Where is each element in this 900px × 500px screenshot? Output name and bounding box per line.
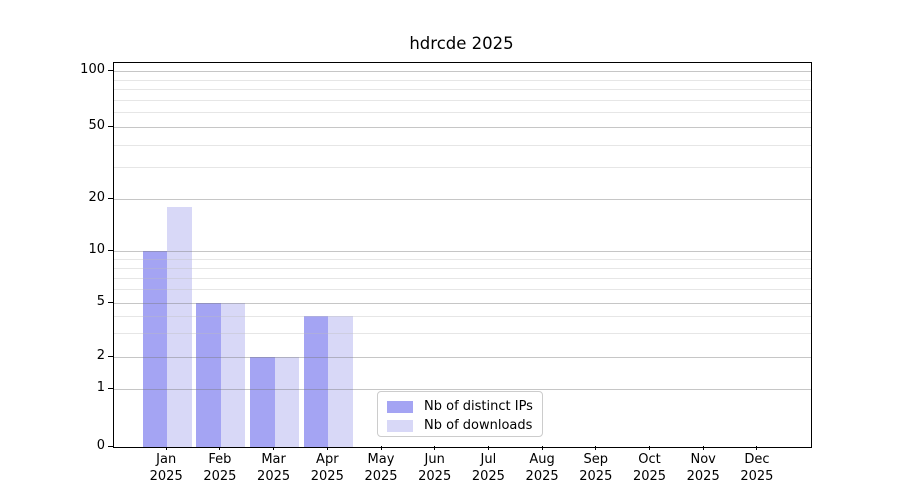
x-tick-feb xyxy=(219,446,221,450)
gridline-minor-9 xyxy=(114,258,811,260)
legend-label-ips: Nb of distinct IPs xyxy=(424,399,533,414)
x-tick-label-oct: Oct 2025 xyxy=(632,452,667,484)
gridline-minor-6 xyxy=(114,289,811,291)
x-tick-label-mar: Mar 2025 xyxy=(257,452,291,484)
legend-item-downloads: Nb of downloads xyxy=(378,417,542,434)
y-tick-label-100: 100 xyxy=(80,62,105,77)
y-tick-10 xyxy=(108,250,113,251)
y-tick-label-5: 5 xyxy=(96,294,105,309)
x-tick-label-jul: Jul 2025 xyxy=(471,452,505,484)
y-tick-2 xyxy=(108,356,113,357)
bar-downloads-mar xyxy=(274,357,300,447)
gridline-major-2 xyxy=(114,357,811,358)
y-tick-1 xyxy=(108,388,113,389)
y-tick-label-20: 20 xyxy=(88,190,105,205)
y-tick-5 xyxy=(108,302,113,303)
y-tick-100 xyxy=(108,70,113,71)
bar-ips-apr xyxy=(303,316,329,447)
gridline-major-10 xyxy=(114,251,811,252)
gridline-minor-60 xyxy=(114,112,811,114)
x-tick-label-apr: Apr 2025 xyxy=(310,452,344,484)
bar-ips-feb xyxy=(196,303,221,447)
x-tick-nov xyxy=(702,446,704,450)
x-tick-mar xyxy=(273,446,275,450)
y-tick-label-1: 1 xyxy=(96,380,105,395)
gridline-minor-30 xyxy=(114,167,811,169)
bar-downloads-apr xyxy=(328,316,353,447)
gridline-major-100 xyxy=(114,71,811,72)
x-tick-label-jun: Jun 2025 xyxy=(418,452,452,484)
x-tick-label-dec: Dec 2025 xyxy=(740,452,774,484)
legend-swatch-downloads xyxy=(387,419,413,432)
x-tick-jan xyxy=(165,446,167,450)
gridline-minor-8 xyxy=(114,267,811,269)
y-tick-label-50: 50 xyxy=(88,118,105,133)
gridline-major-5 xyxy=(114,303,811,304)
x-tick-label-jan: Jan 2025 xyxy=(149,452,183,484)
y-tick-20 xyxy=(108,198,113,199)
plot-area xyxy=(113,62,812,448)
gridline-minor-3 xyxy=(114,333,811,335)
bar-downloads-jan xyxy=(167,206,192,447)
legend-item-distinct-ips: Nb of distinct IPs xyxy=(378,398,542,415)
y-tick-label-2: 2 xyxy=(96,348,105,363)
gridline-minor-4 xyxy=(114,316,811,318)
x-tick-label-feb: Feb 2025 xyxy=(203,452,237,484)
gridline-minor-40 xyxy=(114,144,811,146)
x-tick-may xyxy=(380,446,382,450)
x-tick-apr xyxy=(326,446,328,450)
legend-label-downloads: Nb of downloads xyxy=(424,418,533,433)
gridline-major-1 xyxy=(114,389,811,390)
x-tick-label-nov: Nov 2025 xyxy=(686,452,720,484)
gridline-minor-90 xyxy=(114,79,811,81)
x-tick-jun xyxy=(434,446,436,450)
legend-swatch-ips xyxy=(387,400,413,413)
y-tick-label-10: 10 xyxy=(88,242,105,257)
y-tick-50 xyxy=(108,126,113,127)
bar-ips-mar xyxy=(250,357,275,447)
x-tick-dec xyxy=(756,446,758,450)
x-tick-sep xyxy=(595,446,597,450)
gridline-minor-70 xyxy=(114,99,811,101)
y-tick-0 xyxy=(108,446,113,447)
legend-box: Nb of distinct IPs Nb of downloads xyxy=(377,391,543,437)
gridline-minor-80 xyxy=(114,89,811,91)
x-tick-jul xyxy=(487,446,489,450)
bar-downloads-feb xyxy=(220,303,246,447)
x-tick-label-may: May 2025 xyxy=(364,452,398,484)
gridline-major-50 xyxy=(114,127,811,128)
x-tick-aug xyxy=(541,446,543,450)
x-tick-label-aug: Aug 2025 xyxy=(525,452,559,484)
bar-ips-jan xyxy=(142,251,168,447)
y-tick-label-0: 0 xyxy=(96,438,105,453)
x-tick-oct xyxy=(649,446,650,450)
gridline-major-20 xyxy=(114,199,811,200)
x-tick-label-sep: Sep 2025 xyxy=(579,452,613,484)
chart-title: hdrcde 2025 xyxy=(409,34,514,53)
gridline-minor-7 xyxy=(114,277,811,279)
